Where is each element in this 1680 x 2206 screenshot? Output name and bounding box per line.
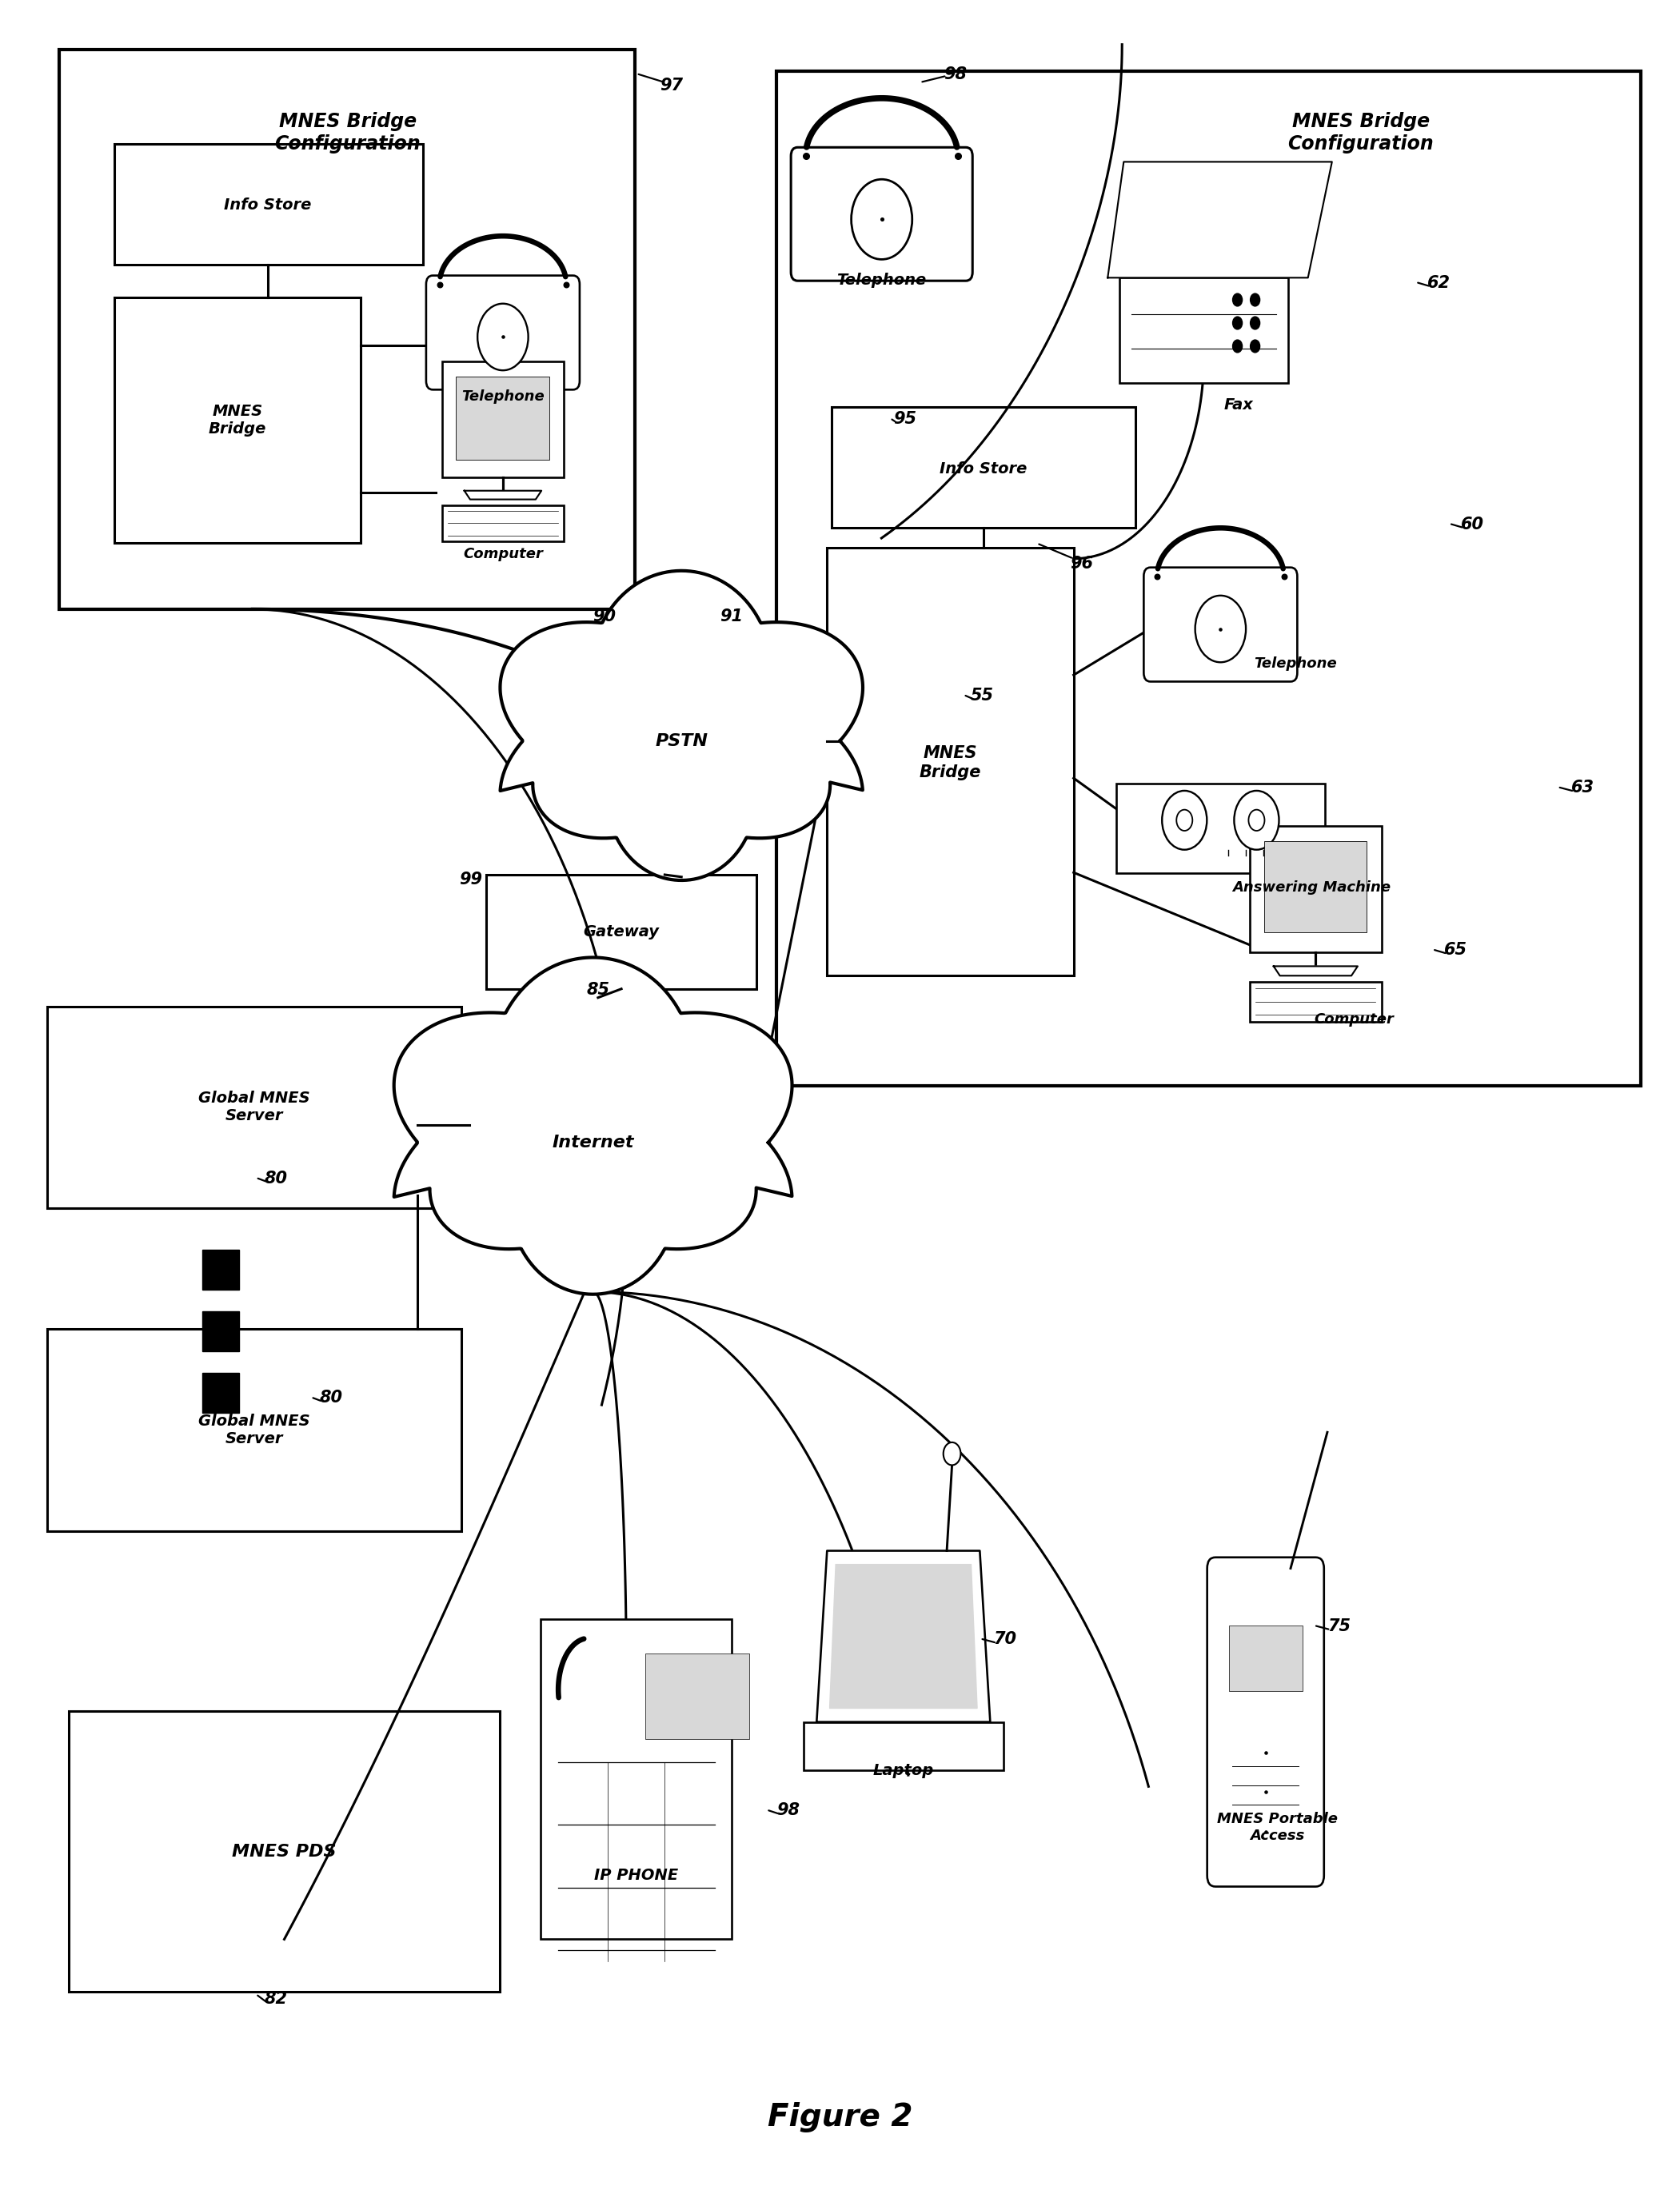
Circle shape (1233, 318, 1242, 329)
Polygon shape (1107, 161, 1332, 278)
Text: Computer: Computer (1314, 1013, 1394, 1026)
Polygon shape (464, 490, 541, 499)
Circle shape (852, 179, 912, 260)
Text: 98: 98 (776, 1802, 800, 1818)
Text: MNES Bridge
Configuration: MNES Bridge Configuration (274, 113, 420, 154)
Text: MNES Bridge
Configuration: MNES Bridge Configuration (1287, 113, 1433, 154)
Text: 75: 75 (1327, 1619, 1351, 1635)
FancyBboxPatch shape (59, 49, 635, 609)
Text: Internet: Internet (553, 1134, 633, 1152)
FancyBboxPatch shape (832, 408, 1136, 527)
FancyBboxPatch shape (1208, 1557, 1324, 1886)
FancyBboxPatch shape (827, 547, 1074, 975)
Text: 85: 85 (586, 982, 610, 997)
Bar (203, 1251, 239, 1291)
Circle shape (944, 1443, 961, 1465)
Text: Telephone: Telephone (462, 388, 544, 404)
Text: 98: 98 (944, 66, 966, 82)
Circle shape (1233, 293, 1242, 307)
FancyBboxPatch shape (1117, 783, 1324, 874)
Text: 95: 95 (894, 410, 917, 428)
FancyBboxPatch shape (47, 1006, 462, 1209)
Text: Figure 2: Figure 2 (768, 2102, 912, 2133)
Circle shape (1248, 810, 1265, 832)
Text: 65: 65 (1445, 942, 1467, 957)
FancyBboxPatch shape (442, 362, 563, 479)
FancyBboxPatch shape (1250, 982, 1381, 1021)
Text: IP PHONE: IP PHONE (595, 1868, 679, 1884)
Circle shape (477, 304, 528, 371)
FancyBboxPatch shape (1144, 567, 1297, 682)
Text: Telephone: Telephone (1253, 657, 1337, 671)
FancyBboxPatch shape (1228, 1626, 1302, 1692)
Text: 62: 62 (1428, 276, 1450, 291)
FancyBboxPatch shape (1119, 278, 1289, 384)
Circle shape (1250, 318, 1260, 329)
FancyBboxPatch shape (541, 1619, 732, 1939)
FancyBboxPatch shape (776, 71, 1641, 1085)
FancyBboxPatch shape (442, 505, 563, 540)
Text: Fax: Fax (1223, 397, 1253, 413)
Text: Answering Machine: Answering Machine (1231, 880, 1391, 896)
Text: 80: 80 (319, 1390, 343, 1405)
Text: 91: 91 (719, 609, 743, 624)
Circle shape (1233, 340, 1242, 353)
Text: Global MNES
Server: Global MNES Server (198, 1414, 311, 1447)
Text: 90: 90 (593, 609, 617, 624)
FancyBboxPatch shape (803, 1723, 1003, 1769)
Text: 63: 63 (1571, 779, 1594, 796)
FancyBboxPatch shape (47, 1328, 462, 1531)
Text: 55: 55 (969, 688, 993, 704)
Text: Info Store: Info Store (939, 461, 1026, 476)
FancyBboxPatch shape (1250, 825, 1381, 953)
Text: 60: 60 (1462, 516, 1483, 532)
Text: MNES
Bridge: MNES Bridge (208, 404, 267, 437)
Text: 70: 70 (993, 1632, 1016, 1648)
FancyBboxPatch shape (455, 377, 549, 459)
Text: MNES
Bridge: MNES Bridge (919, 746, 981, 781)
Bar (203, 1313, 239, 1350)
Circle shape (1250, 340, 1260, 353)
FancyBboxPatch shape (114, 143, 423, 265)
Text: Laptop: Laptop (874, 1763, 934, 1778)
Text: Telephone: Telephone (837, 271, 927, 287)
FancyBboxPatch shape (114, 298, 361, 543)
Polygon shape (830, 1564, 978, 1707)
Text: Computer: Computer (464, 547, 543, 563)
FancyBboxPatch shape (486, 876, 756, 988)
Text: PSTN: PSTN (655, 732, 707, 748)
Circle shape (1250, 293, 1260, 307)
Circle shape (1163, 790, 1206, 849)
Circle shape (1235, 790, 1278, 849)
Text: 96: 96 (1070, 556, 1094, 571)
Text: Gateway: Gateway (583, 924, 659, 940)
Bar (203, 1372, 239, 1412)
Text: 99: 99 (460, 871, 482, 887)
FancyBboxPatch shape (69, 1712, 499, 1992)
FancyBboxPatch shape (645, 1654, 749, 1738)
FancyBboxPatch shape (1265, 840, 1368, 933)
Polygon shape (501, 571, 864, 880)
Polygon shape (393, 957, 791, 1295)
Circle shape (1194, 596, 1247, 662)
Text: MNES PDS: MNES PDS (232, 1844, 336, 1860)
FancyBboxPatch shape (427, 276, 580, 390)
Polygon shape (816, 1551, 990, 1723)
Text: 97: 97 (660, 77, 684, 93)
Text: 80: 80 (264, 1171, 287, 1187)
Circle shape (1176, 810, 1193, 832)
Text: MNES Portable
Access: MNES Portable Access (1216, 1811, 1337, 1842)
FancyBboxPatch shape (791, 148, 973, 280)
Text: Global MNES
Server: Global MNES Server (198, 1092, 311, 1123)
Text: 82: 82 (264, 1992, 287, 2007)
Polygon shape (1273, 966, 1357, 975)
Text: Info Store: Info Store (223, 199, 311, 214)
